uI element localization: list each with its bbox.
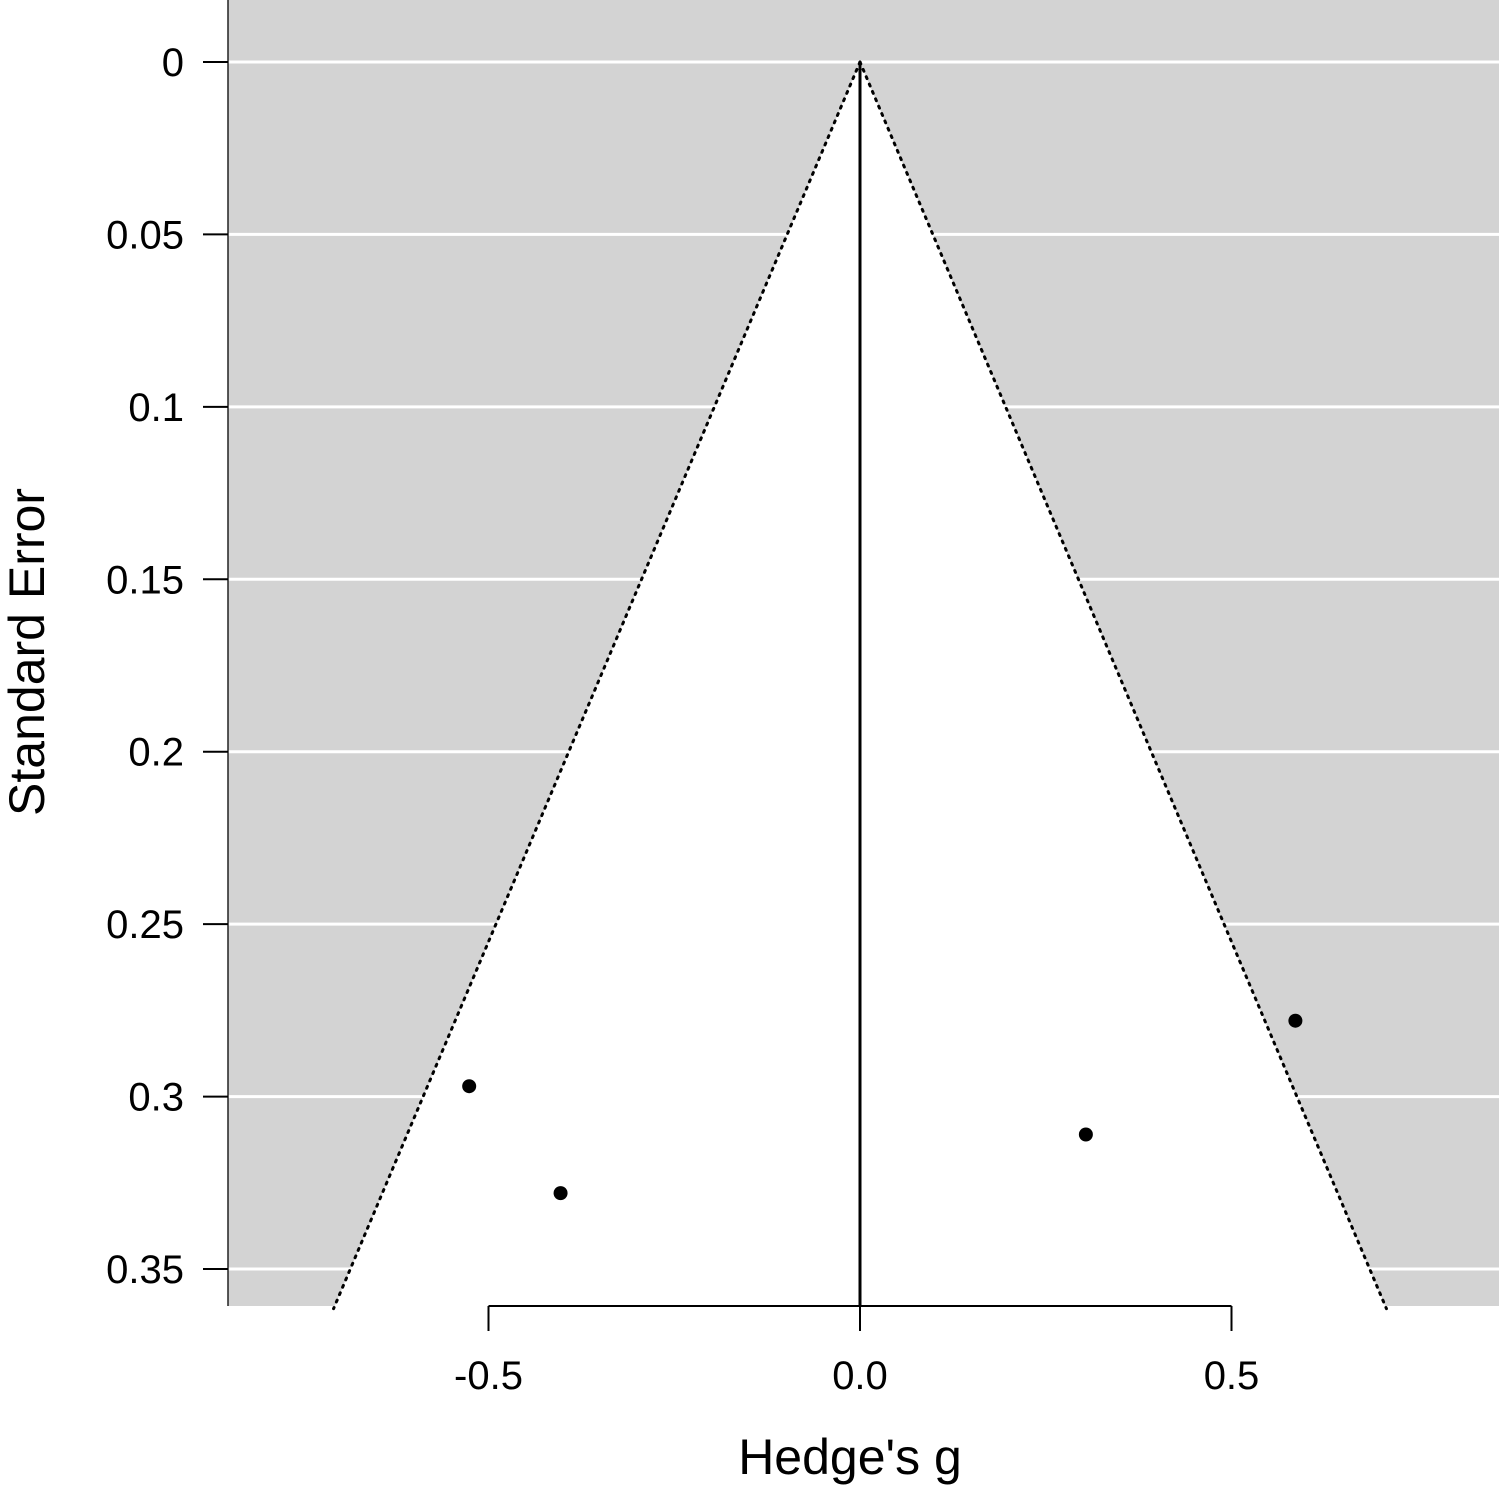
funnel-right-boundary [858,60,1388,1311]
data-points [462,1013,1303,1201]
y-tick-label: 0.2 [128,731,184,775]
data-point [1288,1013,1303,1028]
y-tick-label: 0.3 [128,1076,184,1120]
data-point [553,1186,568,1201]
y-tick-label: 0.05 [106,213,184,257]
x-axis: -0.5 0.0 0.5 [454,1305,1260,1398]
y-tick-label: 0.25 [106,903,184,947]
y-axis-ticks: 0 0.05 0.1 0.15 0.2 0.25 0.3 0.35 [106,41,228,1292]
y-tick-label: 0.15 [106,558,184,602]
x-tick-label: 0.5 [1204,1354,1260,1398]
y-tick-label: 0.1 [128,386,184,430]
y-tick-label: 0 [162,41,184,85]
y-axis-title: Standard Error [0,488,55,816]
funnel-left-boundary [332,60,862,1311]
x-axis-title: Hedge's g [738,1429,962,1485]
y-tick-label: 0.35 [106,1248,184,1292]
x-tick-label: -0.5 [454,1354,523,1398]
data-point [462,1079,477,1094]
x-tick-label: 0.0 [832,1354,888,1398]
data-point [1078,1127,1093,1142]
